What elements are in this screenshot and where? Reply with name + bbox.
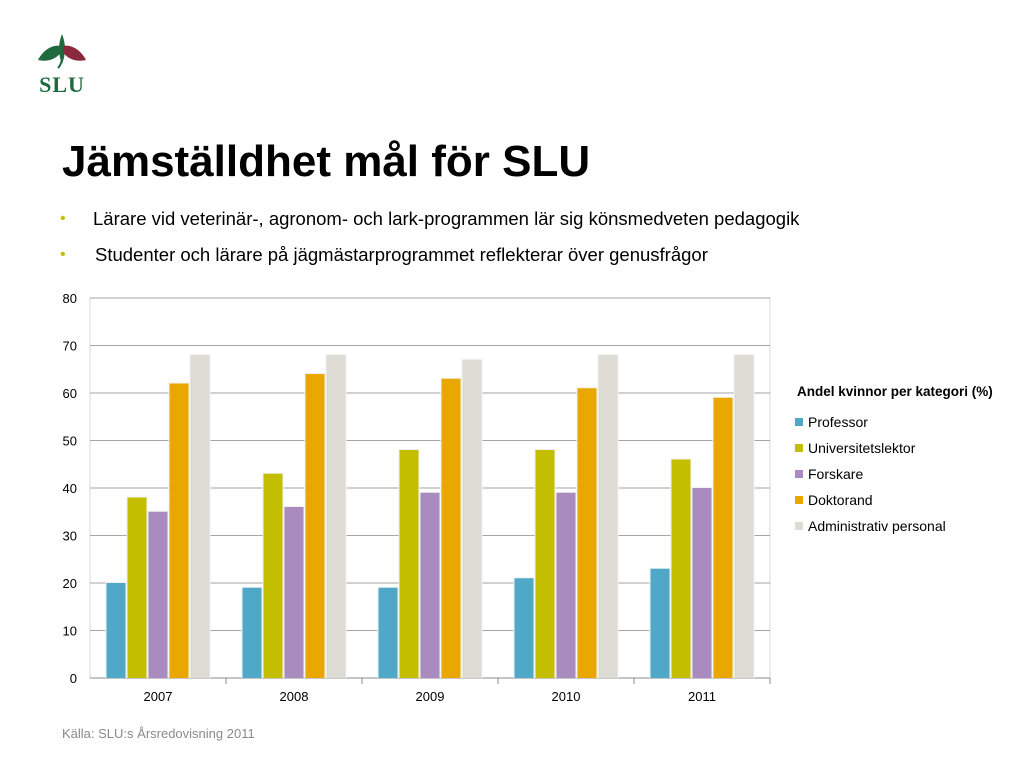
slu-logo: SLU <box>28 30 96 98</box>
legend-swatch <box>795 418 803 426</box>
legend-item: Forskare <box>795 461 995 487</box>
y-tick-label: 40 <box>63 481 77 496</box>
bullet-item: • Studenter och lärare på jägmästarprogr… <box>60 242 880 268</box>
legend-swatch <box>795 496 803 504</box>
y-tick-label: 70 <box>63 339 77 354</box>
legend-item: Universitetslektor <box>795 435 995 461</box>
legend-item: Administrativ personal <box>795 513 995 539</box>
x-tick-label: 2009 <box>416 689 445 704</box>
legend-swatch <box>795 444 803 452</box>
bar <box>462 359 482 678</box>
y-tick-label: 0 <box>70 671 77 686</box>
bar <box>399 450 419 678</box>
bar <box>127 497 147 678</box>
bar <box>420 492 440 678</box>
bar <box>556 492 576 678</box>
legend-swatch <box>795 522 803 530</box>
legend-label: Professor <box>808 414 868 430</box>
bar <box>692 488 712 678</box>
legend-item: Doktorand <box>795 487 995 513</box>
bullet-dot-icon: • <box>60 246 66 263</box>
bar <box>577 388 597 678</box>
x-tick-label: 2008 <box>280 689 309 704</box>
bar <box>598 355 618 678</box>
slide-title: Jämställdhet mål för SLU <box>62 137 591 186</box>
legend-label: Forskare <box>808 466 864 482</box>
bar <box>535 450 555 678</box>
bar <box>242 587 262 678</box>
y-tick-label: 80 <box>63 291 77 306</box>
bar <box>190 355 210 678</box>
logo-text: SLU <box>39 72 85 97</box>
legend-title: Andel kvinnor per kategori (%) <box>797 384 993 399</box>
legend-label: Doktorand <box>808 492 873 508</box>
bullet-text: Lärare vid veterinär-, agronom- och lark… <box>93 208 800 229</box>
legend-label: Universitetslektor <box>808 440 916 456</box>
bar <box>734 355 754 678</box>
x-tick-label: 2010 <box>552 689 581 704</box>
x-tick-label: 2007 <box>144 689 173 704</box>
bar <box>713 397 733 678</box>
legend-items: Professor Universitetslektor Forskare Dokto… <box>795 409 995 539</box>
bar <box>671 459 691 678</box>
legend-label: Administrativ personal <box>808 518 946 534</box>
legend-swatch <box>795 470 803 478</box>
bar <box>148 511 168 678</box>
bullet-dot-icon: • <box>60 210 66 227</box>
y-tick-label: 50 <box>63 434 77 449</box>
source-note: Källa: SLU:s Årsredovisning 2011 <box>62 726 255 741</box>
bar <box>169 383 189 678</box>
bullet-list: • Lärare vid veterinär-, agronom- och la… <box>60 206 880 278</box>
bar <box>106 583 126 678</box>
legend-item: Professor <box>795 409 995 435</box>
bar <box>284 507 304 678</box>
bar <box>650 568 670 678</box>
bar <box>326 355 346 678</box>
chart-legend: Andel kvinnor per kategori (%) Professor… <box>795 382 995 539</box>
bar <box>263 473 283 678</box>
x-tick-label: 2011 <box>688 689 716 704</box>
bullet-text: Studenter och lärare på jägmästarprogram… <box>95 244 708 265</box>
y-tick-label: 30 <box>63 529 77 544</box>
leaf-icon <box>38 34 86 69</box>
y-tick-label: 10 <box>63 624 77 639</box>
bar <box>441 378 461 678</box>
bar <box>305 374 325 678</box>
y-tick-label: 20 <box>63 576 77 591</box>
bullet-item: • Lärare vid veterinär-, agronom- och la… <box>60 206 880 232</box>
bar <box>378 587 398 678</box>
y-tick-label: 60 <box>63 386 77 401</box>
bar <box>514 578 534 678</box>
